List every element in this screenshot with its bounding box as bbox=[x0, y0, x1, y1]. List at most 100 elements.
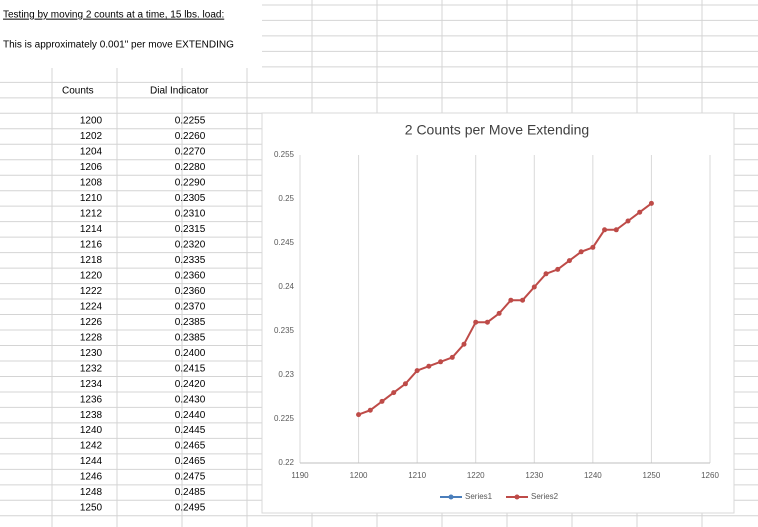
cell: 0.2440 bbox=[175, 410, 206, 421]
cell: 0.2370 bbox=[175, 301, 206, 312]
cell: 1208 bbox=[80, 178, 103, 189]
legend-label: Series2 bbox=[531, 492, 559, 501]
column-header: Dial Indicator bbox=[150, 86, 209, 97]
cell: 0.2310 bbox=[175, 209, 206, 220]
point bbox=[367, 407, 373, 413]
cell: 0.2400 bbox=[175, 348, 206, 359]
cell: 0.2270 bbox=[175, 147, 206, 158]
sheet-title: Testing by moving 2 counts at a time, 15… bbox=[3, 10, 224, 21]
y-tick-label: 0.245 bbox=[274, 238, 295, 247]
point bbox=[590, 244, 596, 250]
point bbox=[613, 227, 619, 233]
column-header: Counts bbox=[62, 86, 94, 97]
cell: 0.2260 bbox=[175, 131, 206, 142]
cell: 1202 bbox=[80, 131, 103, 142]
cell: 0.2465 bbox=[175, 441, 206, 452]
cell: 1220 bbox=[80, 270, 103, 281]
x-tick-label: 1250 bbox=[643, 471, 661, 480]
x-tick-label: 1200 bbox=[350, 471, 368, 480]
cell: 1228 bbox=[80, 332, 103, 343]
table: 1200 0.2255 1202 0.2260 1204 0.2270 1206 0.2280… bbox=[80, 116, 206, 514]
sheet-note: This is approximately 0.001" per move EX… bbox=[3, 40, 234, 51]
cell: 1242 bbox=[80, 441, 103, 452]
y-tick-label: 0.23 bbox=[278, 370, 294, 379]
cell: 1226 bbox=[80, 317, 103, 328]
series-line bbox=[358, 202, 653, 416]
cell: 1218 bbox=[80, 255, 103, 266]
y-tick-label: 0.24 bbox=[278, 282, 294, 291]
cell: 0.2475 bbox=[175, 472, 206, 483]
point bbox=[461, 341, 467, 347]
cell: 0.2255 bbox=[175, 116, 206, 127]
cell: 0.2360 bbox=[175, 270, 206, 281]
point bbox=[520, 297, 526, 303]
cell: 0.2485 bbox=[175, 487, 206, 498]
cell: 1232 bbox=[80, 363, 103, 374]
x-tick-label: 1230 bbox=[525, 471, 543, 480]
cell: 1250 bbox=[80, 503, 103, 514]
x-tick-label: 1260 bbox=[701, 471, 719, 480]
cell: 0.2360 bbox=[175, 286, 206, 297]
y-tick-label: 0.255 bbox=[274, 150, 295, 159]
y-tick-label: 0.25 bbox=[278, 194, 294, 203]
cell: 1206 bbox=[80, 162, 103, 173]
cell: 0.2290 bbox=[175, 178, 206, 189]
cell: 1210 bbox=[80, 193, 103, 204]
cell: 1248 bbox=[80, 487, 103, 498]
point bbox=[402, 381, 408, 387]
cell: 0.2415 bbox=[175, 363, 206, 374]
cell: 1200 bbox=[80, 116, 103, 127]
x-tick-label: 1190 bbox=[291, 471, 309, 480]
point bbox=[449, 354, 455, 360]
cell: 0.2430 bbox=[175, 394, 206, 405]
point bbox=[543, 271, 549, 277]
cell: 0.2315 bbox=[175, 224, 206, 235]
text-area bbox=[0, 0, 262, 68]
cell: 1238 bbox=[80, 410, 103, 421]
point bbox=[555, 266, 561, 272]
point bbox=[508, 297, 514, 303]
point bbox=[566, 258, 572, 264]
point bbox=[648, 200, 654, 206]
point bbox=[356, 412, 362, 418]
x-tick-label: 1220 bbox=[467, 471, 485, 480]
cell: 1246 bbox=[80, 472, 103, 483]
y-tick-label: 0.22 bbox=[278, 458, 294, 467]
point bbox=[438, 359, 444, 365]
chart-title: 2 Counts per Move Extending bbox=[405, 122, 589, 138]
cell: 1212 bbox=[80, 209, 103, 220]
x-tick-label: 1240 bbox=[584, 471, 602, 480]
cell: 1224 bbox=[80, 301, 103, 312]
cell: 0.2385 bbox=[175, 332, 206, 343]
point bbox=[602, 227, 608, 233]
y-tick-label: 0.225 bbox=[274, 414, 295, 423]
cell: 0.2385 bbox=[175, 317, 206, 328]
cell: 0.2335 bbox=[175, 255, 206, 266]
cell: 1244 bbox=[80, 456, 103, 467]
cell: 0.2495 bbox=[175, 503, 206, 514]
cell: 0.2305 bbox=[175, 193, 206, 204]
point bbox=[496, 310, 502, 316]
point bbox=[625, 218, 631, 224]
point bbox=[484, 319, 490, 325]
point bbox=[391, 390, 397, 396]
legend-marker bbox=[514, 494, 520, 500]
cell: 1234 bbox=[80, 379, 103, 390]
cell: 1236 bbox=[80, 394, 103, 405]
cell: 1240 bbox=[80, 425, 103, 436]
chart: 0.22 0.225 0.23 0.235 0.24 0.245 0.25 0.255 1190… bbox=[274, 150, 719, 501]
point bbox=[426, 363, 432, 369]
x-tick-label: 1210 bbox=[408, 471, 426, 480]
cell: 1214 bbox=[80, 224, 103, 235]
point bbox=[414, 368, 420, 374]
cell: 1230 bbox=[80, 348, 103, 359]
point bbox=[531, 284, 537, 290]
cell: 0.2280 bbox=[175, 162, 206, 173]
legend-label: Series1 bbox=[465, 492, 493, 501]
cell: 1204 bbox=[80, 147, 103, 158]
point bbox=[637, 209, 643, 215]
cell: 0.2320 bbox=[175, 239, 206, 250]
legend-marker bbox=[448, 494, 454, 500]
point bbox=[578, 249, 584, 255]
